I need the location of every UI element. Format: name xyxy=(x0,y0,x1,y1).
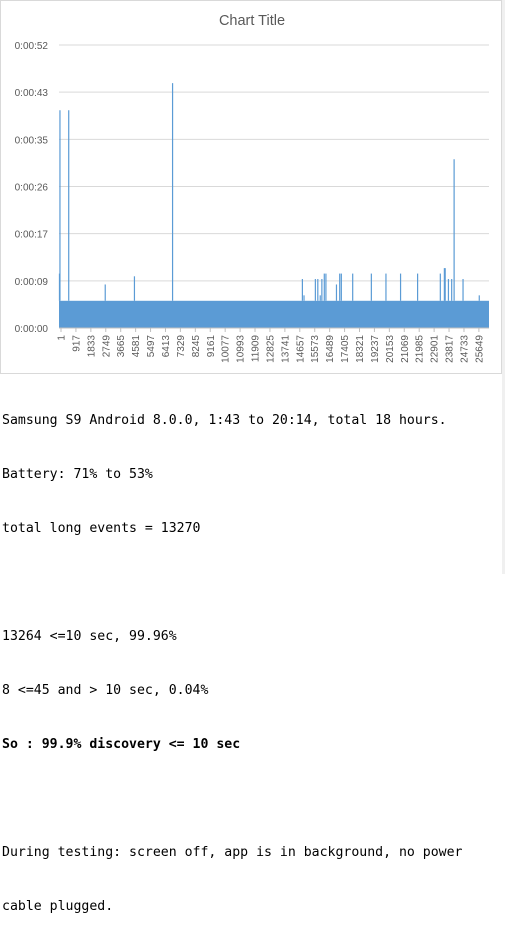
x-tick-label: 17405 xyxy=(340,335,351,363)
y-tick-label: 0:00:26 xyxy=(15,183,49,194)
notes-summary-line: So : 99.9% discovery <= 10 sec xyxy=(2,737,241,752)
chart-x-tick-labels: 1 917 1833 2749 3665 4581 5497 6413 7329 8245 9161… xyxy=(57,335,486,363)
chart-spikes xyxy=(58,83,480,301)
chart-svg: Chart Title 0:00:00 0:00:09 0:00:17 0:00:26… xyxy=(15,13,489,363)
x-tick-label: 13741 xyxy=(280,335,291,363)
x-tick-label: 21069 xyxy=(400,335,411,363)
x-tick-label: 16489 xyxy=(325,335,336,363)
x-tick-label: 15573 xyxy=(310,335,321,363)
y-tick-label: 0:00:43 xyxy=(15,88,49,99)
y-tick-label: 0:00:00 xyxy=(15,324,49,335)
notes-spacer xyxy=(2,790,502,808)
chart-x-axis xyxy=(59,327,489,332)
x-tick-label: 25649 xyxy=(474,335,485,363)
x-tick-label: 20153 xyxy=(385,335,396,363)
notes-long-events-line: 8 <=45 and > 10 sec, 0.04% xyxy=(2,683,209,698)
x-tick-label: 7329 xyxy=(176,335,187,358)
x-tick-label: 21985 xyxy=(415,335,426,363)
x-tick-label: 8245 xyxy=(191,335,202,358)
x-tick-label: 1833 xyxy=(86,335,97,358)
x-tick-label: 917 xyxy=(71,335,82,352)
x-tick-label: 14657 xyxy=(295,335,306,363)
x-tick-label: 4581 xyxy=(131,335,142,358)
x-tick-label: 10993 xyxy=(236,335,247,363)
test-notes: Samsung S9 Android 8.0.0, 1:43 to 20:14,… xyxy=(2,376,502,934)
x-tick-label: 1 xyxy=(57,335,68,341)
chart-gridlines xyxy=(59,44,489,282)
notes-conditions-line-2: cable plugged. xyxy=(2,899,114,914)
baseline-bars xyxy=(59,300,489,328)
notes-spacer xyxy=(2,574,502,592)
chart-series xyxy=(59,300,489,328)
window-edge xyxy=(502,0,505,574)
notes-device-line: Samsung S9 Android 8.0.0, 1:43 to 20:14,… xyxy=(2,413,447,428)
x-tick-label: 12825 xyxy=(265,335,276,363)
chart-title: Chart Title xyxy=(219,13,285,29)
x-tick-label: 6413 xyxy=(161,335,172,358)
x-tick-label: 19237 xyxy=(370,335,381,363)
notes-battery-line: Battery: 71% to 53% xyxy=(2,467,153,482)
x-tick-label: 11909 xyxy=(251,335,262,363)
notes-short-events-line: 13264 <=10 sec, 99.96% xyxy=(2,629,177,644)
x-tick-label: 2749 xyxy=(101,335,112,358)
x-tick-label: 23817 xyxy=(445,335,456,363)
chart-y-axis: 0:00:00 0:00:09 0:00:17 0:00:26 0:00:35 0:00:… xyxy=(15,41,49,335)
y-tick-label: 0:00:52 xyxy=(15,41,49,52)
y-tick-label: 0:00:35 xyxy=(15,135,49,146)
x-tick-label: 9161 xyxy=(206,335,217,358)
x-tick-label: 24733 xyxy=(459,335,470,363)
notes-total-events-line: total long events = 13270 xyxy=(2,521,201,536)
x-tick-label: 3665 xyxy=(116,335,127,358)
notes-conditions-line: During testing: screen off, app is in ba… xyxy=(2,845,463,860)
x-tick-label: 10077 xyxy=(221,335,232,363)
y-tick-label: 0:00:09 xyxy=(15,277,49,288)
chart-frame: Chart Title 0:00:00 0:00:09 0:00:17 0:00:26… xyxy=(0,0,502,374)
x-tick-label: 5497 xyxy=(146,335,157,358)
x-tick-label: 18321 xyxy=(355,335,366,363)
x-tick-label: 22901 xyxy=(430,335,441,363)
y-tick-label: 0:00:17 xyxy=(15,230,49,241)
